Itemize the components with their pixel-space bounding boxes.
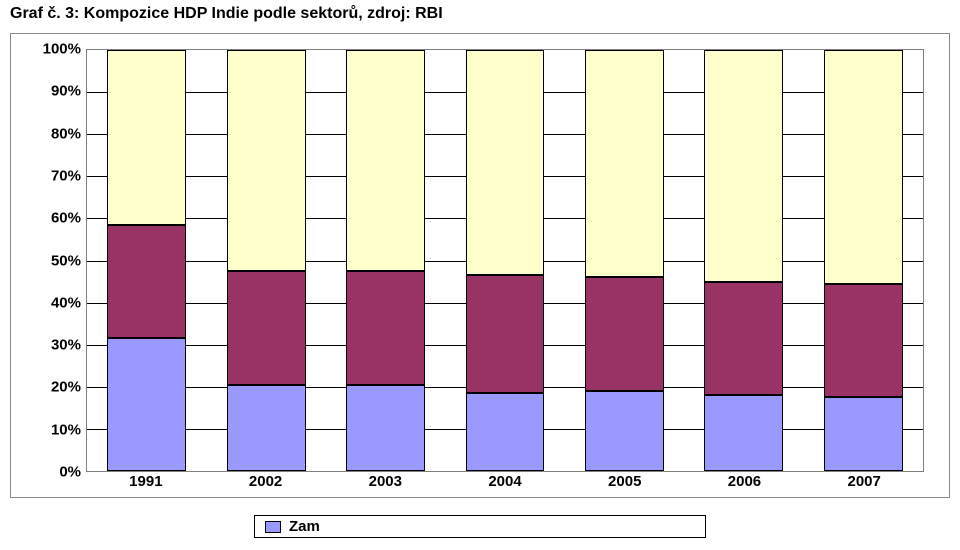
chart-title: Graf č. 3: Kompozice HDP Indie podle sek… <box>0 0 960 33</box>
bar-segment <box>227 271 306 385</box>
bar-segment <box>107 50 186 225</box>
bar-segment <box>824 50 903 284</box>
chart-frame: 0%10%20%30%40%50%60%70%80%90%100% 199120… <box>10 33 950 498</box>
bar-segment <box>107 338 186 471</box>
bar-slot <box>684 50 803 471</box>
bar-stack <box>704 50 783 471</box>
ytick-label: 70% <box>51 167 81 184</box>
xtick-label: 2003 <box>325 473 445 495</box>
bar-segment <box>704 50 783 282</box>
bar-slot <box>87 50 206 471</box>
legend-swatch-zam <box>265 521 281 533</box>
ytick-label: 60% <box>51 210 81 227</box>
bar-segment <box>466 275 545 393</box>
bar-segment <box>346 50 425 271</box>
bar-stack <box>585 50 664 471</box>
xtick-label: 1991 <box>86 473 206 495</box>
bar-segment <box>704 282 783 396</box>
bar-segment <box>466 393 545 471</box>
bar-segment <box>346 271 425 385</box>
ytick-label: 10% <box>51 421 81 438</box>
xtick-label: 2007 <box>804 473 924 495</box>
legend-label-zam: Zam <box>289 518 320 535</box>
bar-slot <box>206 50 325 471</box>
ytick-label: 50% <box>51 252 81 269</box>
bar-slot <box>804 50 923 471</box>
bar-segment <box>585 277 664 391</box>
ytick-label: 40% <box>51 294 81 311</box>
bar-stack <box>227 50 306 471</box>
xtick-label: 2002 <box>206 473 326 495</box>
bar-segment <box>824 397 903 471</box>
bar-slot <box>445 50 564 471</box>
y-axis: 0%10%20%30%40%50%60%70%80%90%100% <box>11 49 86 472</box>
bar-segment <box>227 385 306 471</box>
bar-segment <box>585 50 664 277</box>
ytick-label: 0% <box>59 464 81 481</box>
bar-segment <box>585 391 664 471</box>
x-axis: 1991200220032004200520062007 <box>86 473 924 495</box>
bar-segment <box>227 50 306 271</box>
bar-stack <box>346 50 425 471</box>
bars-layer <box>87 50 923 471</box>
bar-slot <box>326 50 445 471</box>
bar-segment <box>704 395 783 471</box>
bar-stack <box>466 50 545 471</box>
bar-stack <box>824 50 903 471</box>
xtick-label: 2005 <box>565 473 685 495</box>
ytick-label: 20% <box>51 379 81 396</box>
ytick-label: 100% <box>43 41 81 58</box>
bar-segment <box>824 284 903 398</box>
xtick-label: 2006 <box>685 473 805 495</box>
bar-segment <box>466 50 545 275</box>
ytick-label: 90% <box>51 83 81 100</box>
ytick-label: 30% <box>51 337 81 354</box>
ytick-label: 80% <box>51 125 81 142</box>
plot-area <box>86 49 924 472</box>
bar-segment <box>346 385 425 471</box>
legend: Zam <box>254 515 706 538</box>
xtick-label: 2004 <box>445 473 565 495</box>
bar-stack <box>107 50 186 471</box>
bar-slot <box>565 50 684 471</box>
bar-segment <box>107 225 186 339</box>
